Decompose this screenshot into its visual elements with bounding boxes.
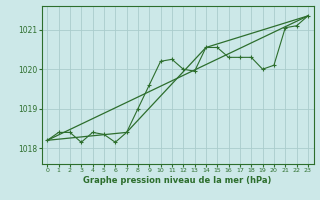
- X-axis label: Graphe pression niveau de la mer (hPa): Graphe pression niveau de la mer (hPa): [84, 176, 272, 185]
